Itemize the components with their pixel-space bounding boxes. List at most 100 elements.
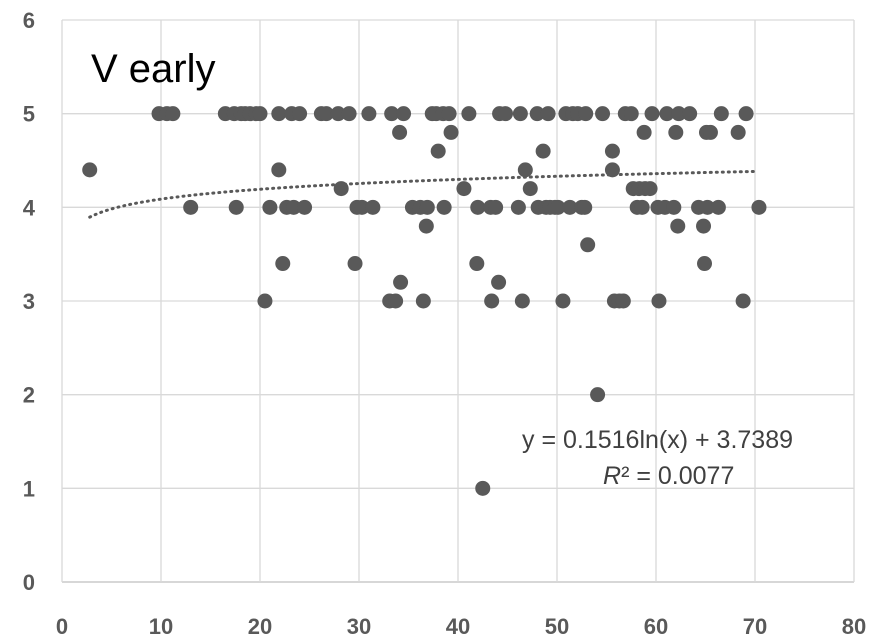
data-point [634, 199, 650, 215]
x-tick-label: 0 [56, 614, 68, 639]
data-point [668, 124, 684, 140]
data-point [580, 237, 596, 253]
data-point [615, 293, 631, 309]
data-point [666, 199, 682, 215]
data-point [418, 218, 434, 234]
x-tick-label: 60 [644, 614, 668, 639]
data-point [82, 162, 98, 178]
data-point [578, 106, 594, 122]
data-point [735, 293, 751, 309]
y-tick-label: 6 [23, 8, 35, 33]
data-point [498, 106, 514, 122]
r-squared-label: R² = 0.0077 [603, 462, 734, 490]
x-tick-label: 40 [446, 614, 470, 639]
data-point [682, 106, 698, 122]
x-tick-label: 30 [347, 614, 371, 639]
data-point [644, 106, 660, 122]
y-tick-label: 2 [23, 383, 35, 408]
data-point [275, 256, 291, 272]
y-tick-label: 5 [23, 102, 35, 127]
data-point [604, 143, 620, 159]
chart-title: V early [91, 47, 216, 91]
data-point [396, 106, 412, 122]
data-point [590, 387, 606, 403]
data-point [636, 124, 652, 140]
data-point [562, 199, 578, 215]
data-point [555, 293, 571, 309]
data-point [292, 106, 308, 122]
data-point [415, 293, 431, 309]
data-point [262, 199, 278, 215]
data-point [354, 199, 370, 215]
data-point [384, 106, 400, 122]
data-point [713, 106, 729, 122]
data-point [751, 199, 767, 215]
data-point [659, 106, 675, 122]
data-point [443, 124, 459, 140]
data-point [470, 199, 486, 215]
data-point [252, 106, 268, 122]
data-point [604, 162, 620, 178]
data-point [550, 199, 566, 215]
data-point [491, 274, 507, 290]
data-point [540, 106, 556, 122]
data-point [333, 181, 349, 197]
data-point [488, 199, 504, 215]
x-tick-label: 50 [545, 614, 569, 639]
r-squared-value: ² = 0.0077 [621, 462, 734, 490]
data-point [623, 106, 639, 122]
y-tick-label: 1 [23, 476, 35, 501]
data-point [388, 293, 404, 309]
data-point [430, 143, 446, 159]
data-point [286, 199, 302, 215]
data-point [165, 106, 181, 122]
x-tick-label: 80 [842, 614, 866, 639]
gridlines [61, 19, 855, 583]
data-point [456, 181, 472, 197]
data-point [697, 256, 713, 272]
data-point [271, 106, 287, 122]
data-point [330, 106, 346, 122]
x-tick-label: 70 [743, 614, 767, 639]
data-point [529, 106, 545, 122]
x-axis-tick-labels: 0 10 20 30 40 50 60 70 80 [56, 614, 866, 639]
data-point [469, 256, 485, 272]
y-tick-label: 3 [23, 289, 35, 314]
x-tick-label: 10 [149, 614, 173, 639]
data-point [522, 181, 538, 197]
data-point [595, 106, 611, 122]
data-point [347, 256, 363, 272]
data-point [651, 293, 667, 309]
data-point [419, 199, 435, 215]
y-tick-label: 0 [23, 570, 35, 595]
trendline-group [88, 169, 757, 219]
data-point [517, 162, 533, 178]
data-point [257, 293, 273, 309]
x-tick-label: 20 [248, 614, 272, 639]
data-point [730, 124, 746, 140]
data-point [365, 199, 381, 215]
data-point [514, 293, 530, 309]
data-point [475, 480, 491, 496]
r-squared-symbol: R [603, 462, 621, 490]
data-points [82, 106, 767, 496]
data-point [341, 106, 357, 122]
data-point [699, 199, 715, 215]
y-axis-tick-labels: 0 1 2 3 4 5 6 [23, 8, 36, 595]
data-point [484, 293, 500, 309]
data-point [228, 199, 244, 215]
data-point [297, 199, 313, 215]
trendline-equation: y = 0.1516ln(x) + 3.7389 [522, 426, 793, 454]
y-tick-label: 4 [23, 195, 36, 220]
data-point [392, 124, 408, 140]
data-point [510, 199, 526, 215]
data-point [361, 106, 377, 122]
data-point [436, 199, 452, 215]
data-point [393, 274, 409, 290]
data-point [512, 106, 528, 122]
data-point [271, 162, 287, 178]
data-point [710, 199, 726, 215]
data-point [738, 106, 754, 122]
data-point [318, 106, 334, 122]
